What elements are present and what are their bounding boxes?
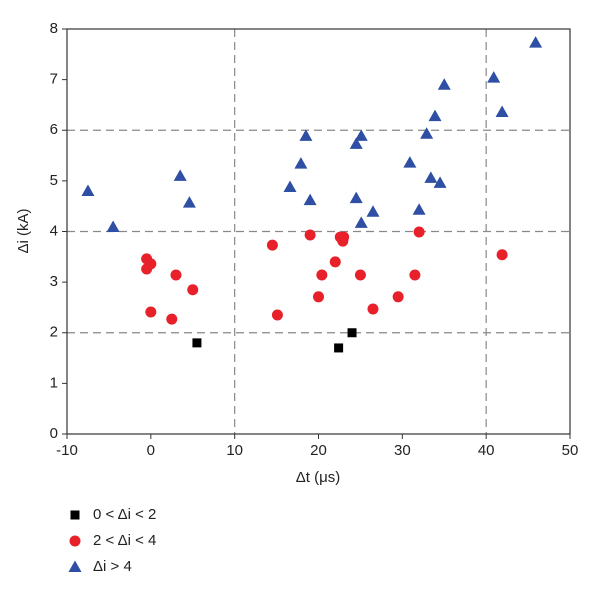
point xyxy=(433,176,447,188)
y-tick-label: 6 xyxy=(50,121,58,138)
point xyxy=(413,226,425,238)
point xyxy=(187,284,199,296)
point xyxy=(412,203,426,215)
x-tick-label: 40 xyxy=(478,442,495,459)
point xyxy=(349,191,363,204)
point xyxy=(354,129,368,141)
legend-label: 2 < Δi < 4 xyxy=(93,532,156,549)
y-tick-label: 5 xyxy=(50,172,58,189)
legend-marker xyxy=(70,510,80,520)
y-tick-label: 7 xyxy=(50,71,58,88)
point xyxy=(366,205,380,217)
point xyxy=(294,157,308,169)
point xyxy=(173,169,187,181)
point xyxy=(334,343,344,353)
point xyxy=(106,220,120,232)
point xyxy=(437,78,451,90)
y-tick-label: 4 xyxy=(50,222,58,239)
y-tick-label: 8 xyxy=(50,20,58,37)
point xyxy=(166,313,178,325)
y-tick-label: 1 xyxy=(50,374,58,391)
point xyxy=(192,338,202,348)
point xyxy=(81,184,95,196)
point xyxy=(283,180,297,192)
point xyxy=(182,196,196,208)
x-tick-label: -10 xyxy=(56,442,78,459)
legend-label: 0 < Δi < 2 xyxy=(93,506,156,523)
point xyxy=(266,239,278,251)
y-tick-label: 0 xyxy=(50,425,58,442)
point xyxy=(170,269,182,281)
point xyxy=(354,269,366,281)
point xyxy=(313,291,324,303)
point xyxy=(367,303,379,315)
point xyxy=(304,229,316,241)
point xyxy=(529,36,543,48)
x-axis-label: Δt (μs) xyxy=(296,469,341,486)
point xyxy=(349,137,363,149)
y-axis-label: Δi (kA) xyxy=(15,208,32,253)
point xyxy=(271,309,283,321)
y-tick-label: 3 xyxy=(50,273,58,290)
x-tick-label: 30 xyxy=(394,442,411,459)
legend-label: Δi > 4 xyxy=(93,558,132,575)
point xyxy=(487,71,501,83)
point xyxy=(495,105,509,118)
point xyxy=(303,193,317,206)
point xyxy=(409,269,421,281)
point xyxy=(347,328,357,338)
x-tick-label: 10 xyxy=(226,442,243,459)
point xyxy=(145,258,157,270)
point xyxy=(338,231,350,243)
point xyxy=(145,306,157,318)
x-tick-label: 0 xyxy=(147,442,155,459)
legend-marker xyxy=(68,560,82,572)
point xyxy=(403,156,417,168)
point xyxy=(299,129,313,141)
x-tick-label: 20 xyxy=(310,442,327,459)
point xyxy=(428,109,442,122)
point xyxy=(316,269,328,281)
legend-marker xyxy=(69,535,81,547)
y-tick-label: 2 xyxy=(50,324,58,341)
point xyxy=(392,291,404,303)
point xyxy=(496,249,508,261)
point xyxy=(354,216,368,228)
point xyxy=(424,171,438,183)
point xyxy=(329,256,341,268)
x-tick-label: 50 xyxy=(562,442,579,459)
point xyxy=(420,127,434,139)
